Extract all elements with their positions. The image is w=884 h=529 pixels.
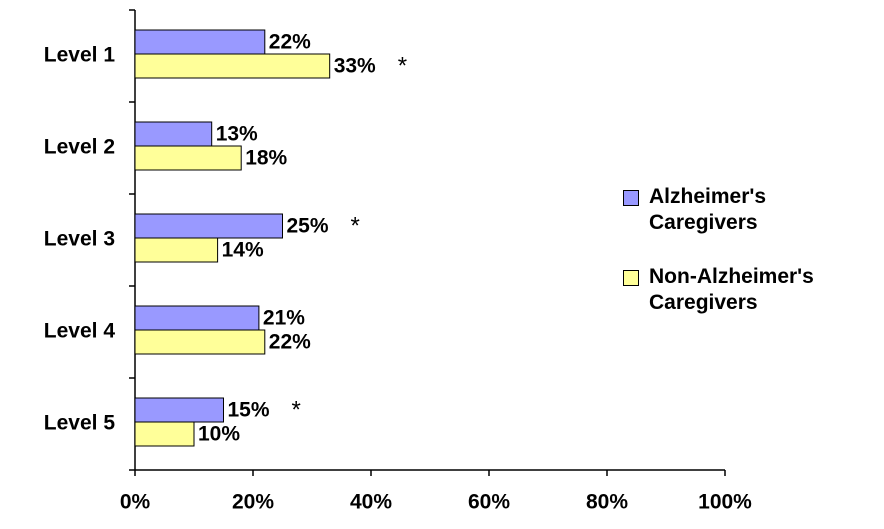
value-label: 10% bbox=[198, 423, 240, 446]
value-label: 33% bbox=[334, 55, 376, 78]
bar bbox=[134, 145, 242, 171]
bar bbox=[134, 121, 213, 147]
bar bbox=[134, 305, 260, 331]
x-tick-label: 20% bbox=[232, 491, 274, 514]
legend-label: Alzheimer's Caregivers bbox=[649, 185, 767, 234]
significance-marker: * bbox=[398, 52, 407, 79]
legend-swatch bbox=[623, 190, 639, 206]
value-label: 21% bbox=[263, 307, 305, 330]
value-label: 14% bbox=[222, 239, 264, 262]
y-tick-label: Level 4 bbox=[44, 320, 116, 343]
y-tick-label: Level 2 bbox=[44, 136, 115, 159]
bar bbox=[134, 53, 331, 79]
bar bbox=[134, 237, 219, 263]
legend-swatch bbox=[623, 270, 639, 286]
value-label: 15% bbox=[228, 399, 270, 422]
value-label: 13% bbox=[216, 123, 258, 146]
bar bbox=[134, 329, 266, 355]
bar bbox=[134, 397, 224, 423]
x-tick-label: 60% bbox=[468, 491, 510, 514]
bar bbox=[134, 213, 283, 239]
value-label: 22% bbox=[269, 331, 311, 354]
bar bbox=[134, 29, 266, 55]
significance-marker: * bbox=[351, 212, 360, 239]
y-tick-label: Level 3 bbox=[44, 228, 115, 251]
value-label: 18% bbox=[245, 147, 287, 170]
x-tick-label: 0% bbox=[120, 491, 151, 514]
x-tick-label: 100% bbox=[698, 491, 752, 514]
y-tick-label: Level 5 bbox=[44, 412, 116, 435]
legend-label: Non-Alzheimer's Caregivers bbox=[649, 265, 814, 314]
value-label: 22% bbox=[269, 31, 311, 54]
bar bbox=[134, 421, 195, 447]
x-tick-label: 40% bbox=[350, 491, 392, 514]
x-tick-label: 80% bbox=[586, 491, 628, 514]
significance-marker: * bbox=[292, 396, 301, 423]
value-label: 25% bbox=[287, 215, 329, 238]
y-tick-label: Level 1 bbox=[44, 44, 116, 67]
